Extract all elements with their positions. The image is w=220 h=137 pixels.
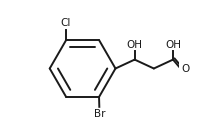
Text: OH: OH xyxy=(165,40,181,50)
Text: O: O xyxy=(181,64,190,74)
Text: Br: Br xyxy=(94,109,105,119)
Text: OH: OH xyxy=(127,40,143,50)
Text: Cl: Cl xyxy=(60,18,71,28)
